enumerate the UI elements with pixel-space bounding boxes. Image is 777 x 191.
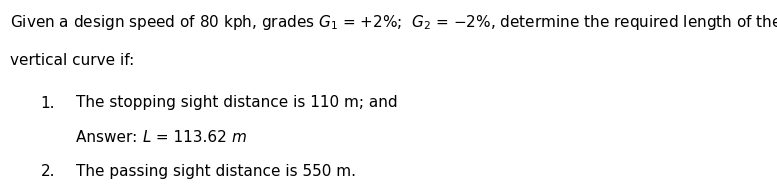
Text: L: L [142, 130, 151, 145]
Text: 2.: 2. [40, 164, 55, 179]
Text: Answer:: Answer: [76, 130, 142, 145]
Text: The stopping sight distance is 110 m; and: The stopping sight distance is 110 m; an… [76, 96, 398, 111]
Text: = 113.62: = 113.62 [151, 130, 232, 145]
Text: The passing sight distance is 550 m.: The passing sight distance is 550 m. [76, 164, 356, 179]
Text: 1.: 1. [40, 96, 55, 111]
Text: m: m [232, 130, 246, 145]
Text: Given a design speed of 80 kph, grades $G_1$ = +2%;  $G_2$ = −2%, determine the : Given a design speed of 80 kph, grades $… [10, 13, 777, 32]
Text: vertical curve if:: vertical curve if: [10, 53, 134, 69]
